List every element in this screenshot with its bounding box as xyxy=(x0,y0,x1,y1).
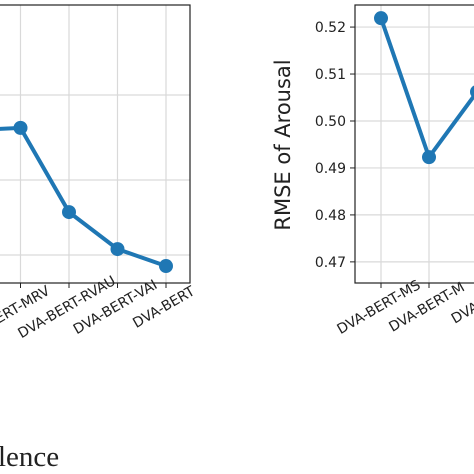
y-tick-label: 0.50 xyxy=(315,114,346,130)
caption: lence xyxy=(0,441,59,473)
point xyxy=(62,205,76,220)
point xyxy=(159,259,173,274)
line xyxy=(379,17,474,162)
point xyxy=(13,120,28,135)
y-tick-label: 0.48 xyxy=(315,208,346,224)
plot-frame xyxy=(354,4,474,284)
y-tick-label: 0.47 xyxy=(315,255,346,271)
y-tick-label: 0.51 xyxy=(315,67,346,83)
point xyxy=(374,11,388,26)
point xyxy=(422,150,436,165)
line xyxy=(0,125,167,268)
plot-frame xyxy=(0,4,191,284)
y-axis-label: RMSE of Arousal xyxy=(271,59,295,230)
point xyxy=(110,242,125,257)
y-tick-label: 0.49 xyxy=(315,161,346,177)
y-tick-label: 0.52 xyxy=(315,20,346,36)
point xyxy=(470,85,474,99)
